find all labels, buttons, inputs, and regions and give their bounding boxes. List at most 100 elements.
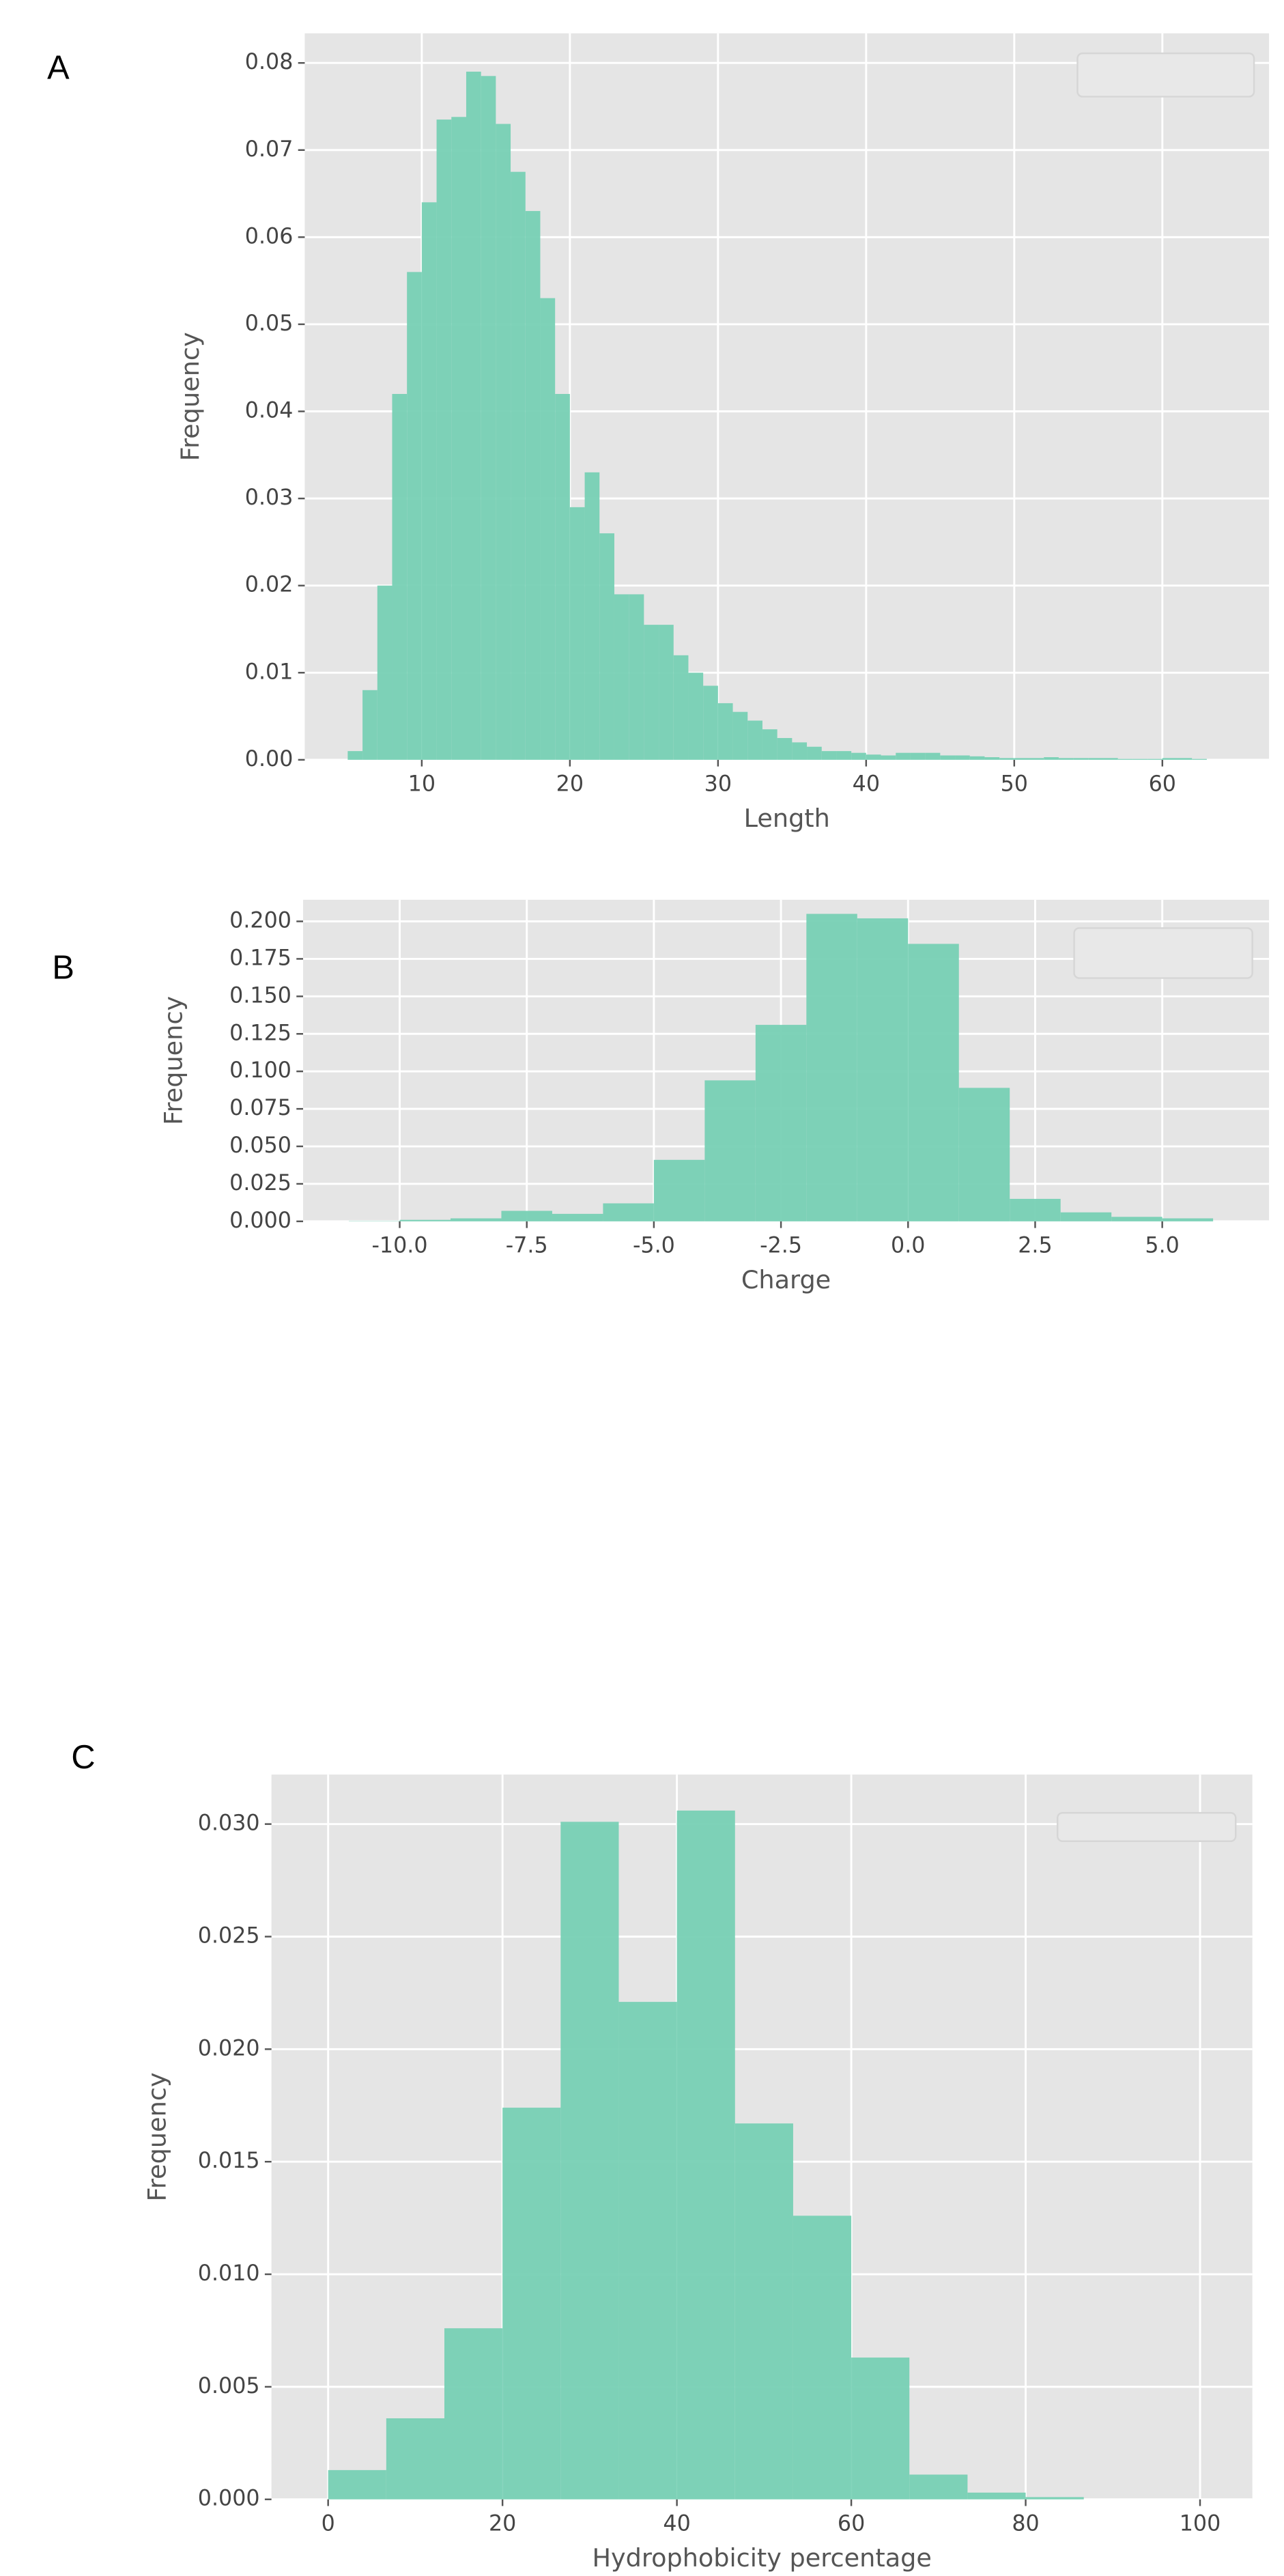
x-tick-label: 40 xyxy=(663,2511,690,2536)
x-tick-label: 2.5 xyxy=(1018,1233,1052,1258)
bar xyxy=(1192,759,1207,760)
bar xyxy=(896,752,911,760)
x-tick-label: -2.5 xyxy=(760,1233,802,1258)
bar xyxy=(836,751,852,760)
y-tick-label: 0.025 xyxy=(198,1923,260,1948)
bar xyxy=(1088,758,1104,760)
bar xyxy=(377,585,393,760)
y-tick-label: 0.03 xyxy=(245,485,294,510)
bar xyxy=(466,71,481,760)
x-tick-label: 30 xyxy=(704,772,732,796)
bar xyxy=(807,746,822,760)
bar xyxy=(857,918,909,1221)
bar xyxy=(1111,1217,1162,1221)
bar xyxy=(1132,759,1148,760)
bar xyxy=(881,755,896,760)
bar xyxy=(629,594,644,760)
bar xyxy=(386,2418,444,2500)
y-tick-label: 0.04 xyxy=(245,399,294,423)
bar xyxy=(362,690,377,760)
bar xyxy=(481,76,496,760)
bar xyxy=(584,472,600,760)
bar xyxy=(925,752,941,760)
y-tick-label: 0.06 xyxy=(245,224,294,249)
y-tick-label: 0.07 xyxy=(245,137,294,162)
y-tick-label: 0.010 xyxy=(198,2261,260,2286)
bar xyxy=(747,720,762,760)
x-axis-label: Hydrophobicity percentage xyxy=(592,2543,931,2573)
x-tick-label: 80 xyxy=(1012,2511,1039,2536)
x-tick-label: 40 xyxy=(853,772,880,796)
bar xyxy=(653,1159,705,1221)
x-tick-label: 0 xyxy=(322,2511,335,2536)
y-tick-label: 0.100 xyxy=(229,1058,291,1083)
y-tick-label: 0.150 xyxy=(229,983,291,1008)
bar xyxy=(644,625,659,760)
y-tick-label: 0.200 xyxy=(229,908,291,933)
bar xyxy=(777,737,793,760)
bar xyxy=(1014,758,1029,760)
y-tick-label: 0.015 xyxy=(198,2149,260,2173)
y-tick-label: 0.030 xyxy=(198,1811,260,1836)
bar xyxy=(496,124,511,760)
bar xyxy=(969,756,985,760)
bar xyxy=(908,944,959,1221)
x-tick-label: 60 xyxy=(1149,772,1176,796)
bar xyxy=(851,2358,910,2500)
legend-box xyxy=(1056,1812,1237,1842)
bar xyxy=(955,755,970,760)
x-tick-label: 10 xyxy=(408,772,436,796)
y-tick-label: 0.050 xyxy=(229,1133,291,1158)
bar xyxy=(792,742,808,760)
y-axis-label: Frequency xyxy=(175,332,205,461)
y-tick-label: 0.08 xyxy=(245,50,294,74)
bar xyxy=(1010,1198,1061,1221)
bar xyxy=(1117,759,1133,760)
bar xyxy=(688,673,704,760)
bar xyxy=(732,711,748,760)
bar xyxy=(525,211,541,760)
bar xyxy=(806,914,857,1221)
x-tick-label: 50 xyxy=(1001,772,1028,796)
y-tick-label: 0.175 xyxy=(229,946,291,970)
legend-box xyxy=(1076,52,1255,98)
x-tick-label: -5.0 xyxy=(633,1233,675,1258)
bar xyxy=(614,594,629,760)
bar xyxy=(999,758,1014,760)
y-tick-label: 0.020 xyxy=(198,2036,260,2061)
bar xyxy=(1073,758,1089,760)
bar xyxy=(444,2328,503,2500)
bar xyxy=(569,507,585,760)
bar xyxy=(1162,758,1178,760)
bar xyxy=(1162,1218,1214,1221)
bar xyxy=(603,1203,654,1221)
bar xyxy=(659,625,674,760)
bar xyxy=(984,757,1000,760)
legend-box xyxy=(1073,927,1253,979)
x-tick-label: 100 xyxy=(1180,2511,1221,2536)
y-axis-label: Frequency xyxy=(159,996,188,1125)
bar xyxy=(399,1219,451,1221)
bar xyxy=(328,2469,386,2500)
bar xyxy=(1058,758,1074,760)
x-axis-label: Charge xyxy=(741,1265,831,1294)
bar xyxy=(599,533,614,760)
bar xyxy=(673,655,689,760)
x-axis-label: Length xyxy=(744,804,830,833)
bar xyxy=(502,2108,561,2500)
bar xyxy=(511,171,526,760)
bar xyxy=(392,394,408,760)
panel-letter: A xyxy=(47,49,70,86)
x-tick-label: 20 xyxy=(556,772,584,796)
bar xyxy=(940,755,956,760)
bar xyxy=(618,2002,677,2500)
x-tick-label: 20 xyxy=(489,2511,516,2536)
bar xyxy=(560,1822,619,2500)
panel-letter: C xyxy=(71,1739,95,1776)
bar xyxy=(958,1088,1010,1221)
bar xyxy=(1060,1212,1112,1221)
bar xyxy=(1103,758,1118,760)
bar xyxy=(552,1213,603,1221)
